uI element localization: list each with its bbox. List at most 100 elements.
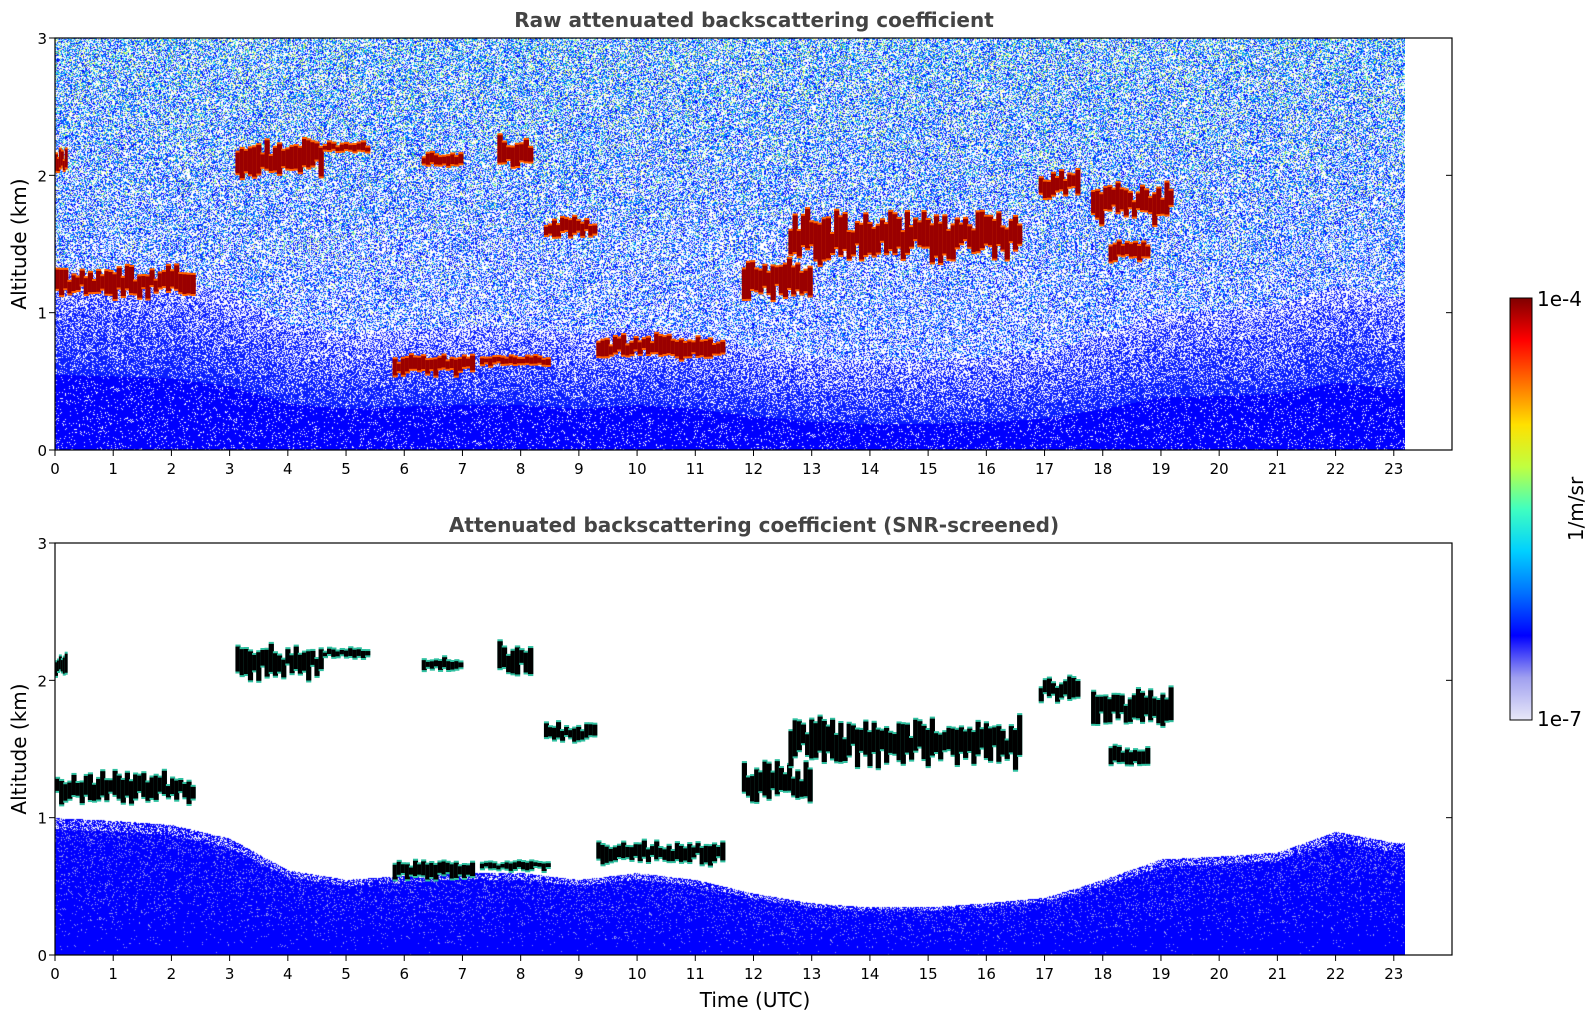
x-tick-label: 9 (574, 460, 584, 478)
cloud-layer (392, 858, 476, 882)
x-tick-label: 6 (399, 460, 409, 478)
cloud-layer (392, 353, 476, 378)
colorbar: 1e-4 1e-7 1/m/sr (1509, 287, 1588, 731)
x-tick-label: 8 (516, 460, 526, 478)
y-tick-label: 0 (37, 947, 47, 965)
x-tick-label: 23 (1384, 460, 1403, 478)
x-tick-label: 13 (802, 460, 821, 478)
x-tick-label: 19 (1151, 460, 1170, 478)
x-tick-label: 20 (1210, 460, 1229, 478)
cloud-layer (479, 859, 551, 874)
x-tick-label: 17 (1035, 460, 1054, 478)
cloud-layer (55, 263, 196, 302)
cloud-layer (55, 651, 68, 678)
cloud-layer (788, 713, 1023, 772)
cloud-layer (322, 140, 371, 154)
y-tick-label: 1 (37, 305, 47, 323)
x-tick-label: 16 (977, 965, 996, 983)
cloud-layer (235, 641, 324, 683)
cloud-layer (1091, 180, 1174, 228)
x-tick-label: 0 (50, 460, 60, 478)
x-tick-label: 2 (167, 460, 177, 478)
x-tick-label: 10 (628, 965, 647, 983)
x-tick-label: 14 (860, 460, 879, 478)
cloud-layer (543, 720, 598, 744)
y-tick-label: 2 (37, 167, 47, 185)
y-tick-label: 1 (37, 810, 47, 828)
x-tick-label: 20 (1210, 965, 1229, 983)
cloud-layer (421, 655, 464, 673)
cloud-layer (741, 759, 813, 804)
heatmap-background (55, 38, 1405, 450)
x-tick-label: 0 (50, 965, 60, 983)
panel-raw-x-ticks: 0 1 2 3 4 5 6 7 8 9 10 11 12 13 14 15 16 17 18 19 20 21 22 23 (50, 450, 1403, 478)
x-tick-label: 4 (283, 460, 293, 478)
x-tick-label: 1 (108, 965, 118, 983)
panel-screened-y-label: Altitude (km) (7, 683, 31, 814)
panel-raw-y-label: Altitude (km) (7, 178, 31, 309)
x-tick-label: 19 (1151, 965, 1170, 983)
cloud-layer (596, 838, 726, 868)
x-tick-label: 17 (1035, 965, 1054, 983)
cloud-layer (55, 147, 68, 174)
x-tick-label: 8 (516, 965, 526, 983)
x-tick-label: 22 (1326, 460, 1345, 478)
cloud-layer (596, 331, 726, 362)
x-tick-label: 18 (1093, 965, 1112, 983)
x-tick-label: 18 (1093, 460, 1112, 478)
panel-screened-x-ticks: 0 1 2 3 4 5 6 7 8 9 10 11 12 13 14 15 16 17 18 19 20 21 22 23 (50, 955, 1403, 983)
x-axis-label: Time (UTC) (699, 988, 811, 1012)
colorbar-gradient (1509, 297, 1533, 721)
x-tick-label: 15 (919, 965, 938, 983)
cloud-layer (479, 354, 551, 368)
cloud-layer (1038, 674, 1081, 704)
x-tick-label: 15 (919, 460, 938, 478)
cloud-layer (322, 646, 371, 660)
cloud-layer (421, 150, 464, 168)
colorbar-label: 1/m/sr (1564, 476, 1588, 541)
y-tick-label: 0 (37, 442, 47, 460)
y-tick-label: 3 (37, 535, 47, 553)
cloud-layer (543, 214, 598, 239)
panel-raw-title: Raw attenuated backscattering coefficien… (514, 8, 994, 32)
cloud-layer (1038, 167, 1081, 201)
panel-raw-y-ticks: 0 1 2 3 (37, 30, 1452, 460)
x-tick-label: 16 (977, 460, 996, 478)
colorbar-min-label: 1e-7 (1537, 707, 1582, 731)
x-tick-label: 9 (574, 965, 584, 983)
cloud-layer (235, 137, 324, 181)
y-tick-label: 3 (37, 30, 47, 48)
panel-raw: Raw attenuated backscattering coefficien… (7, 8, 1453, 478)
x-tick-label: 5 (341, 460, 351, 478)
cloud-layer (1108, 239, 1151, 264)
cloud-layer (741, 256, 813, 303)
x-tick-label: 13 (802, 965, 821, 983)
cloud-layer (497, 133, 534, 169)
x-tick-label: 2 (167, 965, 177, 983)
x-tick-label: 5 (341, 965, 351, 983)
x-tick-label: 12 (744, 965, 763, 983)
panel-screened: Attenuated backscattering coefficient (S… (7, 513, 1453, 1012)
panel-screened-heatmap (55, 543, 1405, 955)
cloud-layer (788, 207, 1023, 267)
x-tick-label: 3 (225, 965, 235, 983)
cloud-layer (1091, 685, 1174, 728)
x-tick-label: 11 (686, 965, 705, 983)
colorbar-max-label: 1e-4 (1537, 287, 1582, 311)
x-tick-label: 14 (860, 965, 879, 983)
x-tick-label: 6 (399, 965, 409, 983)
x-tick-label: 10 (628, 460, 647, 478)
heatmap-background (55, 543, 1405, 955)
y-tick-label: 2 (37, 672, 47, 690)
x-tick-label: 7 (458, 965, 468, 983)
x-tick-label: 22 (1326, 965, 1345, 983)
panel-screened-title: Attenuated backscattering coefficient (S… (449, 513, 1059, 537)
x-tick-label: 11 (686, 460, 705, 478)
x-tick-label: 23 (1384, 965, 1403, 983)
cloud-layer (497, 639, 534, 677)
panel-raw-heatmap (55, 38, 1405, 450)
x-tick-label: 3 (225, 460, 235, 478)
x-tick-label: 21 (1268, 460, 1287, 478)
x-tick-label: 4 (283, 965, 293, 983)
